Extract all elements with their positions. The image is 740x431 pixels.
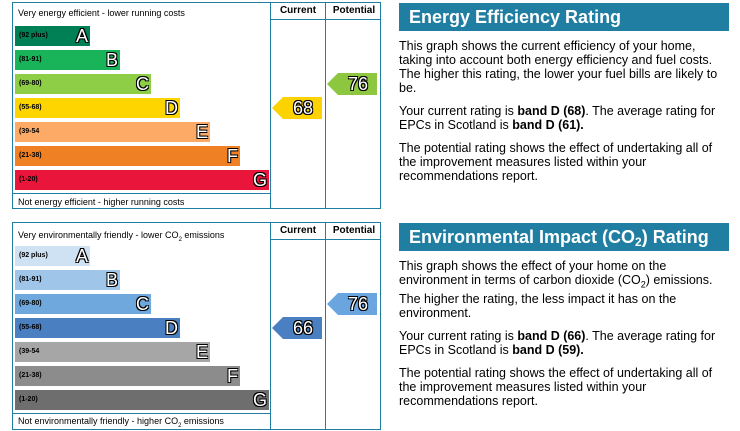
chart-top-label: Very environmentally friendly - lower CO… bbox=[18, 230, 225, 243]
current-rating-arrow: 66 bbox=[272, 317, 322, 339]
chart-bottom-label: Not energy efficient - higher running co… bbox=[18, 197, 185, 207]
band-letter: A bbox=[75, 26, 88, 46]
rating-band-a: (92 plus) A bbox=[15, 246, 90, 266]
band-range-label: (81-91) bbox=[19, 276, 42, 283]
divider bbox=[325, 223, 326, 429]
potential-rating-arrow: 76 bbox=[327, 73, 377, 95]
rating-band-c: (69-80) C bbox=[15, 74, 151, 94]
band-range-label: (69-80) bbox=[19, 80, 42, 87]
band-range-label: (81-91) bbox=[19, 56, 42, 63]
current-rating-arrow: 68 bbox=[272, 97, 322, 119]
chart-bottom-label: Not environmentally friendly - higher CO… bbox=[18, 416, 224, 429]
band-range-label: (39-54 bbox=[19, 348, 40, 355]
chart-top-label: Very energy efficient - lower running co… bbox=[18, 8, 185, 18]
divider bbox=[270, 3, 271, 208]
band-range-label: (55-68) bbox=[19, 104, 42, 111]
band-letter: G bbox=[252, 170, 267, 190]
rating-band-d: (55-68) D bbox=[15, 98, 180, 118]
environmental-potential-text: The potential rating shows the effect of… bbox=[399, 365, 713, 408]
rating-band-b: (81-91) B bbox=[15, 50, 120, 70]
band-letter: G bbox=[252, 390, 267, 410]
current-header: Current bbox=[279, 225, 317, 236]
band-letter: D bbox=[165, 318, 178, 338]
potential-rating-value: 76 bbox=[347, 74, 369, 94]
environmental-description: This graph shows the effect of your home… bbox=[399, 259, 713, 320]
rating-band-e: (39-54 E bbox=[15, 342, 210, 362]
rating-band-d: (55-68) D bbox=[15, 318, 180, 338]
band-range-label: (1-20) bbox=[19, 396, 38, 403]
band-range-label: (92 plus) bbox=[19, 252, 48, 259]
current-rating-value: 68 bbox=[292, 98, 314, 118]
band-range-label: (69-80) bbox=[19, 300, 42, 307]
rating-band-f: (21-38) F bbox=[15, 146, 240, 166]
environmental-rating-panel: Environmental Impact (CO2) Rating This g… bbox=[399, 223, 729, 408]
band-letter: B bbox=[105, 50, 118, 70]
rating-band-c: (69-80) C bbox=[15, 294, 151, 314]
potential-rating-value: 76 bbox=[347, 294, 369, 314]
energy-description: This graph shows the current efficiency … bbox=[399, 39, 718, 95]
energy-efficiency-chart: Very energy efficient - lower running co… bbox=[12, 2, 381, 209]
band-range-label: (39-54 bbox=[19, 128, 40, 135]
band-letter: D bbox=[165, 98, 178, 118]
band-range-label: (92 plus) bbox=[19, 32, 48, 39]
rating-band-g: (1-20) G bbox=[15, 390, 269, 410]
potential-header: Potential bbox=[332, 225, 376, 236]
environmental-rating-title: Environmental Impact (CO2) Rating bbox=[399, 223, 729, 251]
potential-rating-arrow: 76 bbox=[327, 293, 377, 315]
energy-rating-title: Energy Efficiency Rating bbox=[399, 3, 729, 31]
divider bbox=[270, 239, 380, 240]
band-letter: B bbox=[105, 270, 118, 290]
divider bbox=[13, 413, 270, 414]
band-letter: F bbox=[227, 146, 238, 166]
current-rating-value: 66 bbox=[292, 318, 314, 338]
current-header: Current bbox=[279, 5, 317, 16]
rating-band-g: (1-20) G bbox=[15, 170, 269, 190]
band-range-label: (55-68) bbox=[19, 324, 42, 331]
band-letter: E bbox=[195, 122, 208, 142]
environmental-current-rating-text: Your current rating is band D (66). The … bbox=[399, 328, 716, 357]
rating-band-e: (39-54 E bbox=[15, 122, 210, 142]
divider bbox=[270, 223, 271, 429]
rating-band-a: (92 plus) A bbox=[15, 26, 90, 46]
divider bbox=[325, 3, 326, 208]
potential-header: Potential bbox=[332, 5, 376, 16]
band-range-label: (1-20) bbox=[19, 176, 38, 183]
energy-rating-panel: Energy Efficiency Rating This graph show… bbox=[399, 3, 729, 183]
divider bbox=[13, 193, 270, 194]
band-range-label: (21-38) bbox=[19, 152, 42, 159]
band-letter: C bbox=[136, 294, 149, 314]
energy-current-rating-text: Your current rating is band D (68). The … bbox=[399, 104, 716, 132]
band-letter: E bbox=[195, 342, 208, 362]
rating-band-f: (21-38) F bbox=[15, 366, 240, 386]
band-range-label: (21-38) bbox=[19, 372, 42, 379]
environmental-impact-chart: Very environmentally friendly - lower CO… bbox=[12, 222, 381, 430]
divider bbox=[270, 19, 380, 20]
rating-band-b: (81-91) B bbox=[15, 270, 120, 290]
band-letter: F bbox=[227, 366, 238, 386]
band-letter: A bbox=[75, 246, 88, 266]
band-letter: C bbox=[136, 74, 149, 94]
energy-potential-text: The potential rating shows the effect of… bbox=[399, 141, 713, 183]
